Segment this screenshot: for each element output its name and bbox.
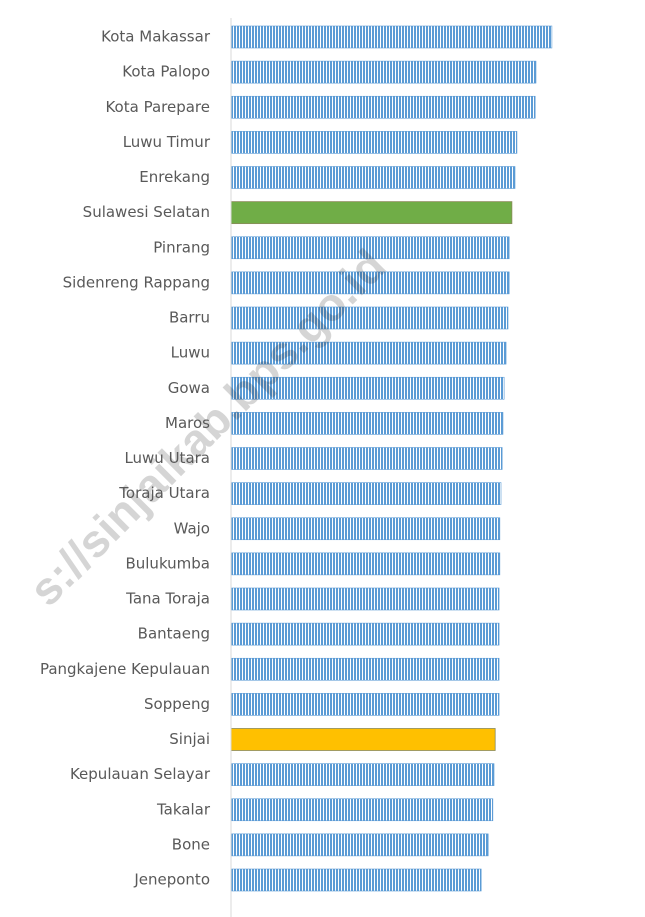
bar	[230, 798, 494, 822]
y-tick-label: Kota Makassar	[101, 28, 211, 46]
y-tick-label: Luwu	[171, 344, 210, 362]
bar	[230, 482, 502, 505]
y-tick-label: Pinrang	[153, 238, 210, 256]
y-tick-label: Enrekang	[139, 168, 210, 186]
bar	[230, 833, 489, 857]
y-tick-label: Gowa	[168, 379, 210, 397]
bar	[230, 552, 501, 576]
y-tick-label: Maros	[165, 414, 210, 432]
y-tick-label: Kota Parepare	[105, 98, 210, 116]
y-tick-label: Pangkajene Kepulauan	[40, 660, 210, 678]
y-tick-label: Barru	[169, 309, 210, 327]
bar	[230, 728, 496, 751]
y-tick-label: Bone	[172, 835, 210, 853]
bar	[230, 412, 504, 435]
bar	[230, 447, 503, 470]
bar	[230, 60, 537, 84]
bar	[230, 693, 500, 716]
bar	[230, 657, 500, 681]
bar	[230, 166, 516, 189]
y-tick-label: Bulukumba	[125, 554, 210, 572]
bar	[230, 201, 513, 225]
y-tick-label: Luwu Timur	[123, 133, 211, 151]
bar	[230, 587, 500, 611]
bar	[230, 25, 553, 49]
y-tick-label: Kepulauan Selayar	[70, 765, 211, 783]
bar	[230, 131, 518, 154]
y-tick-label: Sulawesi Selatan	[83, 203, 210, 221]
y-tick-label: Sidenreng Rappang	[63, 273, 210, 291]
y-tick-label: Tana Toraja	[125, 590, 210, 608]
bar	[230, 517, 501, 541]
bar	[230, 763, 495, 786]
y-tick-label: Takalar	[156, 800, 211, 818]
y-tick-label: Kota Palopo	[122, 63, 210, 81]
y-tick-label: Jeneponto	[133, 871, 210, 889]
bar	[230, 622, 500, 646]
y-tick-label: Toraja Utara	[118, 484, 210, 502]
y-tick-label: Luwu Utara	[124, 449, 210, 467]
y-tick-label: Bantaeng	[138, 625, 210, 643]
y-tick-label: Soppeng	[144, 695, 210, 713]
y-tick-label: Sinjai	[169, 730, 210, 748]
y-tick-label: Wajo	[174, 519, 210, 537]
bar	[230, 868, 482, 892]
bar	[230, 95, 536, 119]
